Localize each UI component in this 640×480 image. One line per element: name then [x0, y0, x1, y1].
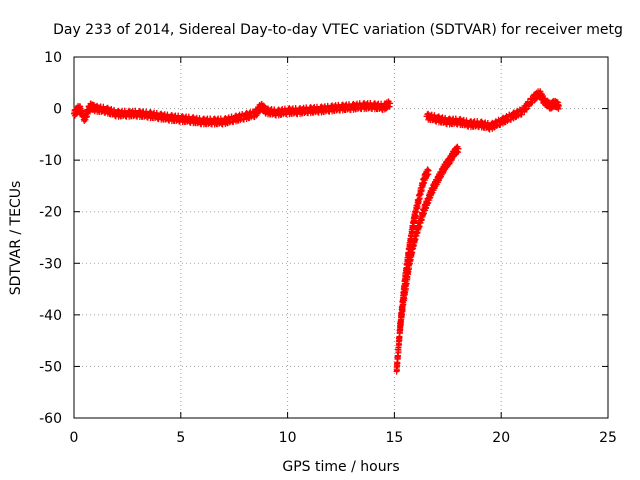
- y-tick-label: -20: [39, 205, 62, 221]
- chart-title: Day 233 of 2014, Sidereal Day-to-day VTE…: [53, 22, 623, 38]
- data-point-fill: [102, 110, 109, 117]
- y-tick-labels: -60 -50 -40 -30 -20 -10 0 10: [39, 50, 62, 427]
- data-point-fill: [450, 116, 457, 123]
- data-point-fill: [279, 106, 286, 113]
- data-point-fill: [240, 116, 247, 123]
- data-point-fill: [395, 348, 402, 355]
- x-tick-label: 15: [385, 430, 403, 446]
- y-tick-label: -10: [39, 153, 62, 169]
- data-point-fill: [311, 104, 318, 111]
- data-point-fill: [483, 124, 490, 131]
- data-point-fill: [230, 119, 237, 126]
- data-point-fill: [354, 101, 361, 108]
- tick-marks: [73, 56, 609, 419]
- data-points: [71, 88, 562, 375]
- data-point-fill: [300, 105, 307, 112]
- data-point: [555, 102, 562, 109]
- data-point-fill: [433, 118, 440, 125]
- x-axis-label: GPS time / hours: [282, 459, 399, 475]
- data-point-fill: [215, 116, 222, 123]
- data-point-fill: [364, 100, 371, 107]
- data-point-fill: [321, 103, 328, 110]
- data-point-fill: [204, 116, 211, 123]
- data-point-fill: [461, 122, 468, 129]
- data-point-fill: [428, 190, 435, 197]
- data-point-fill: [332, 102, 339, 109]
- y-tick-label: -60: [39, 411, 62, 427]
- y-axis-label: SDTVAR / TECUs: [8, 181, 24, 296]
- x-tick-labels: 0 5 10 15 20 25: [70, 430, 617, 446]
- x-tick-label: 25: [599, 430, 617, 446]
- data-point: [387, 100, 394, 107]
- x-tick-label: 10: [279, 430, 297, 446]
- plot-frame: [73, 56, 609, 419]
- data-point-fill: [471, 118, 478, 125]
- data-point-fill: [497, 121, 504, 128]
- x-tick-label: 0: [70, 430, 79, 446]
- data-point: [425, 167, 432, 174]
- data-point-fill: [440, 119, 447, 126]
- data-point-fill: [289, 105, 296, 112]
- data-point-fill: [486, 126, 493, 133]
- data-point-fill: [424, 200, 431, 207]
- y-tick-label: 10: [44, 50, 62, 66]
- x-tick-label: 5: [176, 430, 185, 446]
- y-tick-label: 0: [53, 102, 62, 118]
- data-point-fill: [507, 116, 514, 123]
- data-point-fill: [119, 108, 126, 115]
- y-tick-label: -40: [39, 308, 62, 324]
- y-tick-label: -50: [39, 359, 62, 375]
- data-point-fill: [129, 108, 136, 115]
- data-point-fill: [399, 306, 406, 313]
- data-point: [455, 145, 462, 152]
- data-point-fill: [429, 117, 436, 124]
- y-tick-label: -30: [39, 256, 62, 272]
- data-point-fill: [523, 106, 530, 113]
- x-tick-label: 20: [492, 430, 510, 446]
- data-point-fill: [343, 102, 350, 109]
